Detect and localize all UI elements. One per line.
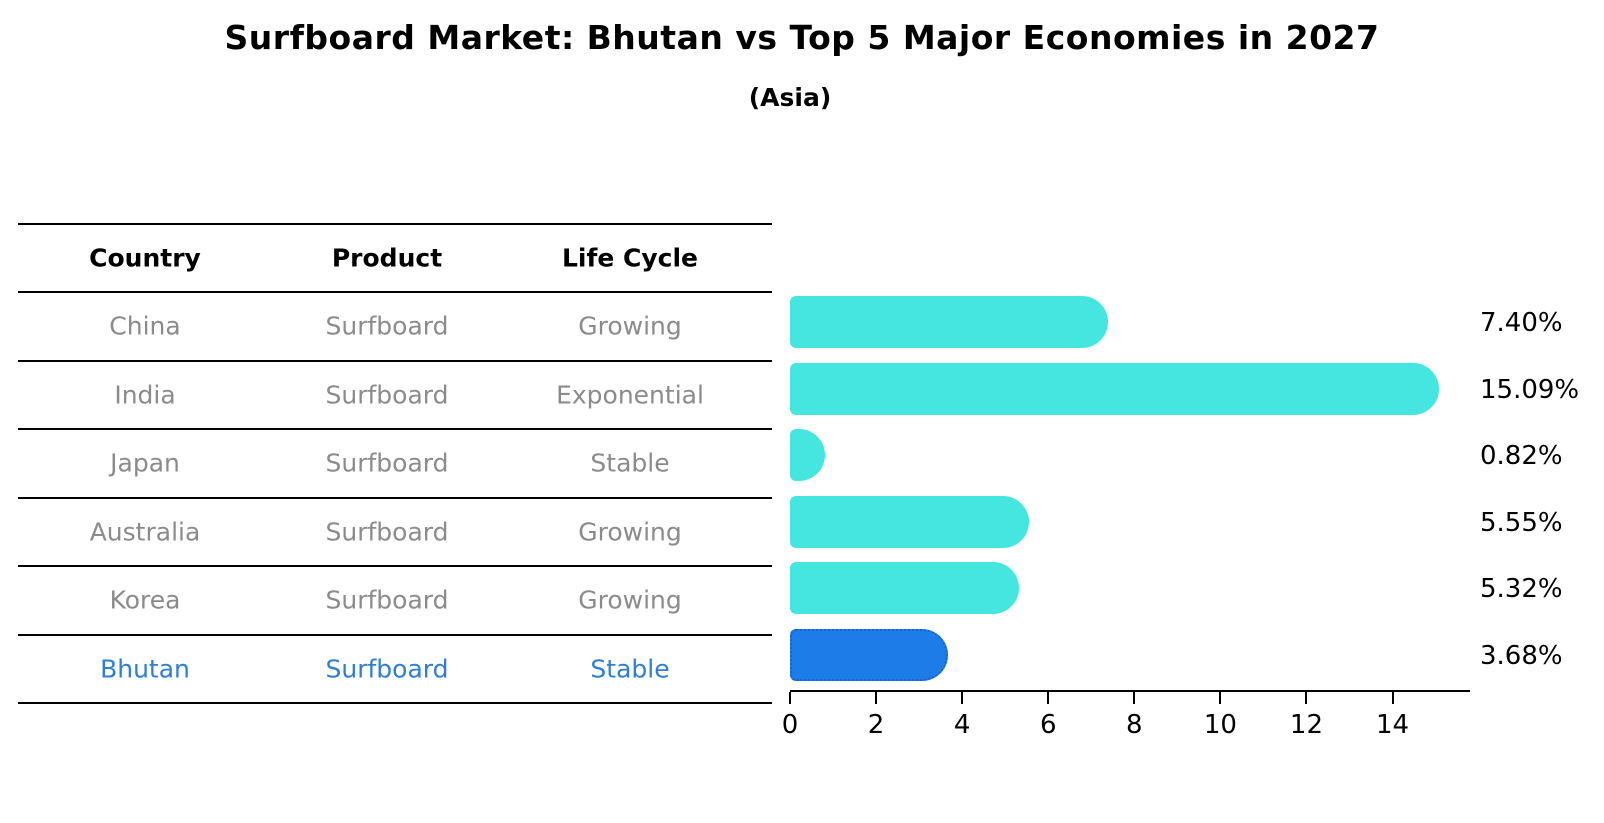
bar-bhutan-highlighted: [790, 628, 949, 681]
x-axis-tick: [789, 692, 791, 704]
x-axis-tick-label: 2: [867, 710, 885, 740]
chart-subtitle: (Asia): [748, 83, 832, 112]
cell-product: Surfboard: [325, 311, 449, 341]
bar-india: [790, 362, 1440, 415]
x-axis-tick-label: 0: [781, 710, 799, 740]
table-row-highlight: Bhutan Surfboard Stable: [18, 636, 772, 704]
bar-korea: [790, 562, 1019, 614]
cell-product: Surfboard: [325, 517, 449, 547]
cell-country: Japan: [110, 448, 180, 478]
bar-plot-area: 0 2 4 6 8 10 12 14: [782, 223, 1470, 740]
value-label-bhutan: 3.68%: [1480, 640, 1563, 671]
table-row: India Surfboard Exponential: [18, 362, 772, 430]
header-country: Country: [89, 243, 201, 273]
cell-country: Australia: [89, 517, 201, 547]
x-axis-tick-label: 6: [1039, 710, 1057, 740]
cell-life-cycle: Growing: [578, 311, 682, 341]
x-axis-tick: [1305, 692, 1308, 704]
value-label-korea: 5.32%: [1480, 574, 1563, 604]
bar-australia: [790, 495, 1029, 548]
header-life-cycle: Life Cycle: [561, 243, 699, 273]
cell-life-cycle: Growing: [578, 585, 682, 615]
x-axis-tick-label: 8: [1126, 710, 1143, 740]
x-axis-tick: [1391, 692, 1394, 704]
cell-product: Surfboard: [325, 654, 449, 684]
bar-japan: [790, 429, 826, 481]
cell-life-cycle: Stable: [590, 654, 670, 684]
cell-product: Surfboard: [325, 585, 449, 615]
header-product: Product: [331, 243, 443, 273]
x-axis-line: [790, 690, 1470, 692]
x-axis-tick-label: 4: [953, 710, 971, 740]
x-axis-tick: [961, 692, 964, 704]
cell-life-cycle: Stable: [590, 448, 670, 478]
cell-country: Bhutan: [100, 654, 190, 684]
table-row: Japan Surfboard Stable: [18, 430, 772, 499]
cell-life-cycle: Exponential: [556, 380, 704, 410]
cell-country: Korea: [109, 585, 181, 615]
bar-china: [790, 296, 1109, 348]
x-axis-tick-label: 12: [1289, 710, 1323, 740]
table-row: Korea Surfboard Growing: [18, 567, 772, 636]
cell-product: Surfboard: [325, 448, 449, 478]
x-axis-tick: [1047, 692, 1050, 704]
x-axis-tick-label: 10: [1203, 710, 1237, 740]
table-row: Australia Surfboard Growing: [18, 499, 772, 567]
x-axis-tick: [1219, 692, 1222, 704]
table-row: China Surfboard Growing: [18, 293, 772, 362]
x-axis-tick: [1133, 692, 1136, 704]
cell-country: India: [114, 380, 176, 410]
x-axis-tick-label: 14: [1375, 710, 1410, 740]
chart-title: Surfboard Market: Bhutan vs Top 5 Major …: [224, 18, 1380, 57]
table-header-row: Country Product Life Cycle: [18, 223, 772, 293]
value-label-india: 15.09%: [1480, 374, 1580, 405]
value-label-china: 7.40%: [1480, 308, 1563, 338]
value-label-australia: 5.55%: [1480, 507, 1563, 538]
value-label-japan: 0.82%: [1480, 441, 1563, 471]
cell-life-cycle: Growing: [578, 517, 682, 547]
cell-country: China: [109, 311, 181, 341]
x-axis-tick: [875, 692, 878, 704]
country-table: Country Product Life Cycle China Surfboa…: [18, 223, 772, 704]
cell-product: Surfboard: [325, 380, 449, 410]
